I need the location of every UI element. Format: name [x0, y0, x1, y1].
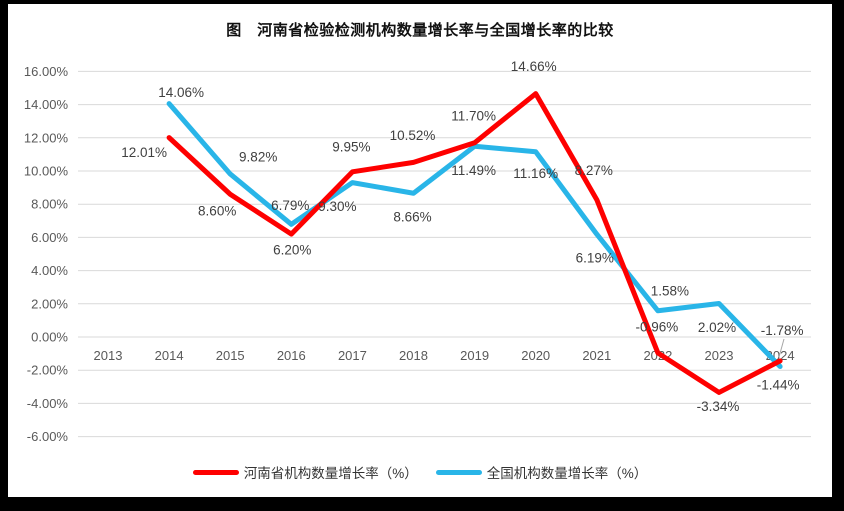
label-leader-line — [778, 338, 785, 358]
x-tick-label: 2014 — [155, 348, 184, 363]
legend-swatch-henan — [192, 469, 239, 475]
y-tick-label: -2.00% — [27, 363, 69, 378]
data-label: 8.66% — [393, 210, 431, 225]
chart-legend: 河南省机构数量增长率（%） 全国机构数量增长率（%） — [8, 462, 832, 482]
x-tick-label: 2020 — [521, 348, 550, 363]
chart-plot: 16.00% 14.00% 12.00% 10.00% 8.00% 6.00% 4.00% 2… — [24, 59, 811, 444]
series-line-national — [166, 101, 783, 370]
legend-swatch-national — [435, 469, 482, 475]
y-tick-label: 6.00% — [31, 230, 68, 245]
data-label: 11.70% — [451, 108, 496, 123]
data-label: -1.78% — [761, 323, 804, 338]
data-label: 9.82% — [239, 149, 277, 164]
data-label: 8.60% — [198, 204, 236, 219]
chart-canvas: 图 河南省检验检测机构数量增长率与全国增长率的比较 16.00% 14.00% 12… — [8, 4, 832, 497]
legend-item-henan: 河南省机构数量增长率（%） — [192, 462, 418, 482]
data-label: 9.30% — [318, 199, 356, 214]
y-tick-label: -6.00% — [27, 429, 69, 444]
data-label: 6.20% — [273, 243, 311, 258]
y-tick-label: 14.00% — [24, 97, 69, 112]
data-label: 11.16% — [513, 166, 558, 181]
x-tick-label: 2013 — [94, 348, 123, 363]
y-tick-label: -4.00% — [27, 396, 69, 411]
data-label: 14.06% — [158, 85, 204, 100]
x-tick-label: 2023 — [705, 348, 734, 363]
data-label: -3.34% — [697, 399, 740, 414]
data-label: 11.49% — [451, 163, 496, 178]
series-line-henan — [166, 91, 783, 395]
data-label: -0.96% — [636, 319, 679, 334]
data-label: 6.79% — [271, 198, 309, 213]
data-label: 9.95% — [332, 139, 370, 154]
x-tick-label: 2018 — [399, 348, 428, 363]
chart-title: 图 河南省检验检测机构数量增长率与全国增长率的比较 — [226, 22, 614, 39]
x-tick-label: 2019 — [460, 348, 489, 363]
legend-item-national: 全国机构数量增长率（%） — [435, 462, 648, 482]
data-label: 12.01% — [121, 145, 167, 160]
data-label: 8.27% — [575, 163, 613, 178]
x-tick-label: 2015 — [216, 348, 245, 363]
data-label: 14.66% — [511, 59, 557, 74]
legend-label-henan: 河南省机构数量增长率（%） — [243, 466, 418, 481]
data-label: -1.44% — [757, 377, 800, 392]
x-tick-label: 2021 — [582, 348, 611, 363]
y-tick-label: 4.00% — [31, 263, 68, 278]
data-label: 6.19% — [576, 251, 614, 266]
data-label: 2.02% — [698, 320, 736, 335]
legend-label-national: 全国机构数量增长率（%） — [486, 466, 648, 481]
y-tick-label: 12.00% — [24, 130, 69, 145]
y-tick-label: 0.00% — [31, 330, 68, 345]
y-tick-label: 16.00% — [24, 64, 69, 79]
x-tick-label: 2016 — [277, 348, 306, 363]
y-tick-label: 8.00% — [31, 197, 68, 212]
y-tick-label: 2.00% — [31, 296, 68, 311]
x-tick-label: 2017 — [338, 348, 367, 363]
data-label: 1.58% — [651, 283, 689, 298]
data-label: 10.52% — [390, 128, 436, 143]
y-tick-label: 10.00% — [24, 164, 69, 179]
